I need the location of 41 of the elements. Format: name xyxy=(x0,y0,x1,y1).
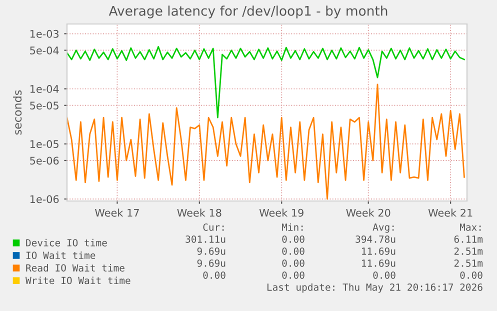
y-axis-title: seconds xyxy=(13,90,22,135)
line-series xyxy=(67,84,465,200)
text: 0.00 xyxy=(460,271,482,279)
text: 0.00 xyxy=(282,235,304,243)
x-tick-label: Week 19 xyxy=(259,208,304,217)
chart-title: Average latency for /dev/loop1 - by month xyxy=(108,6,388,18)
text: Avg: xyxy=(372,224,394,233)
text: Min: xyxy=(282,223,303,231)
y-tick-label: 5e-06 xyxy=(30,156,59,165)
text: Last update: Thu May 21 20:16:17 2026 xyxy=(267,283,482,293)
text: 9.69u xyxy=(197,259,226,267)
y-tick-label: 1e-03 xyxy=(30,30,59,38)
legend-label: Read IO Wait time xyxy=(26,264,124,272)
y-tick-label: 1e-04 xyxy=(30,85,59,93)
text: 0.00 xyxy=(373,271,396,279)
text: Cur: xyxy=(203,223,224,231)
text: 0.00 xyxy=(282,271,304,279)
x-tick-label: Week 17 xyxy=(95,208,139,217)
legend-label: IO Wait time xyxy=(26,251,96,260)
x-tick-label: Week 18 xyxy=(177,208,222,217)
text: 11.69u xyxy=(362,259,396,267)
legend-label: Device IO time xyxy=(26,238,107,246)
x-tick-label: Week 20 xyxy=(346,208,390,217)
y-tick-label: 5e-05 xyxy=(30,102,58,110)
text: 9.69u xyxy=(197,247,226,255)
line-series xyxy=(67,46,465,118)
y-tick-label: 1e-05 xyxy=(30,140,58,148)
text: 11.69u xyxy=(362,247,396,255)
x-tick-label: Week 21 xyxy=(428,208,472,217)
text: 2.51m xyxy=(454,247,483,255)
text: 0.00 xyxy=(282,259,304,267)
text: 394.78u xyxy=(356,235,396,243)
y-tick-label: 1e-06 xyxy=(30,195,59,204)
legend-label: Write IO Wait time xyxy=(26,276,130,284)
text: Max: xyxy=(460,224,481,231)
text: 301.11u xyxy=(186,235,226,243)
text: 0.00 xyxy=(203,271,226,279)
text: 6.11m xyxy=(454,235,483,243)
y-tick-label: 5e-04 xyxy=(30,46,59,54)
text: 0.00 xyxy=(282,247,304,255)
text: 2.51m xyxy=(454,259,483,267)
